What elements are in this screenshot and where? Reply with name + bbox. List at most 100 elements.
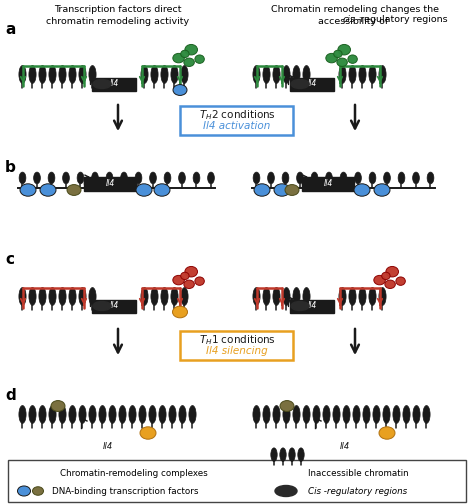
Ellipse shape [149, 406, 156, 423]
Ellipse shape [40, 184, 56, 196]
Ellipse shape [195, 55, 204, 64]
Ellipse shape [263, 406, 270, 423]
Ellipse shape [193, 172, 200, 184]
Ellipse shape [369, 172, 376, 184]
Ellipse shape [273, 287, 280, 305]
Ellipse shape [253, 66, 260, 83]
FancyBboxPatch shape [181, 331, 293, 359]
Ellipse shape [141, 66, 148, 83]
Ellipse shape [337, 58, 347, 67]
Ellipse shape [253, 172, 260, 184]
Ellipse shape [326, 172, 332, 184]
Ellipse shape [280, 448, 286, 462]
Text: d: d [5, 388, 16, 403]
Ellipse shape [139, 406, 146, 423]
Text: Il4: Il4 [109, 301, 118, 310]
Ellipse shape [343, 406, 350, 423]
Ellipse shape [291, 80, 309, 89]
Ellipse shape [289, 448, 295, 462]
Ellipse shape [49, 406, 56, 423]
Ellipse shape [93, 301, 111, 310]
Ellipse shape [333, 406, 340, 423]
Ellipse shape [385, 280, 395, 288]
Ellipse shape [171, 66, 178, 83]
Ellipse shape [273, 406, 280, 423]
Ellipse shape [59, 406, 66, 423]
Ellipse shape [379, 66, 386, 83]
Ellipse shape [181, 272, 189, 280]
Ellipse shape [285, 184, 299, 196]
Ellipse shape [340, 172, 347, 184]
Text: a: a [5, 22, 15, 37]
Ellipse shape [398, 172, 405, 184]
Ellipse shape [379, 287, 386, 305]
Ellipse shape [274, 184, 290, 196]
Ellipse shape [363, 406, 370, 423]
Text: Inaccessible chromatin: Inaccessible chromatin [308, 469, 409, 477]
Ellipse shape [19, 66, 26, 83]
Ellipse shape [169, 406, 176, 423]
Ellipse shape [33, 487, 44, 495]
Ellipse shape [273, 66, 280, 83]
Ellipse shape [311, 172, 318, 184]
Ellipse shape [208, 172, 214, 184]
Ellipse shape [359, 66, 366, 83]
Ellipse shape [40, 474, 46, 479]
Ellipse shape [427, 172, 434, 184]
Ellipse shape [413, 172, 419, 184]
Ellipse shape [18, 486, 30, 496]
Ellipse shape [383, 406, 390, 423]
Ellipse shape [41, 467, 48, 472]
Ellipse shape [59, 287, 66, 305]
Text: Il4: Il4 [307, 301, 317, 310]
Ellipse shape [413, 406, 420, 423]
Ellipse shape [20, 184, 36, 196]
Ellipse shape [39, 406, 46, 423]
Text: c: c [5, 252, 14, 267]
Text: $T_H$1 conditions: $T_H$1 conditions [199, 334, 275, 347]
Ellipse shape [374, 184, 390, 196]
Ellipse shape [99, 406, 106, 423]
Ellipse shape [313, 406, 320, 423]
Ellipse shape [19, 406, 26, 423]
Ellipse shape [164, 172, 171, 184]
Ellipse shape [171, 287, 178, 305]
Ellipse shape [181, 50, 189, 57]
Ellipse shape [46, 472, 52, 477]
Ellipse shape [39, 66, 46, 83]
Ellipse shape [253, 406, 260, 423]
Ellipse shape [195, 277, 204, 285]
Ellipse shape [382, 272, 390, 280]
Ellipse shape [189, 406, 196, 423]
Text: DNA-binding transcription factors: DNA-binding transcription factors [52, 486, 199, 495]
Ellipse shape [423, 406, 430, 423]
Ellipse shape [354, 184, 370, 196]
Text: Chromatin remodeling changes the
accessibility of: Chromatin remodeling changes the accessi… [271, 5, 439, 26]
Text: Chromatin-remodeling complexes: Chromatin-remodeling complexes [60, 469, 208, 477]
Ellipse shape [173, 306, 188, 318]
Text: Il4: Il4 [307, 80, 317, 89]
Ellipse shape [49, 66, 56, 83]
Bar [290, 78, 334, 91]
Text: -regulatory regions: -regulatory regions [357, 16, 447, 25]
Ellipse shape [173, 275, 184, 285]
Ellipse shape [34, 472, 41, 477]
Ellipse shape [291, 301, 309, 310]
Ellipse shape [374, 275, 385, 285]
Ellipse shape [129, 406, 136, 423]
Ellipse shape [173, 85, 187, 95]
Ellipse shape [63, 172, 69, 184]
Ellipse shape [181, 66, 188, 83]
Ellipse shape [79, 287, 86, 305]
Ellipse shape [79, 406, 86, 423]
Bar [84, 177, 136, 191]
Ellipse shape [39, 287, 46, 305]
Ellipse shape [185, 44, 198, 55]
Ellipse shape [297, 172, 303, 184]
Ellipse shape [339, 287, 346, 305]
Ellipse shape [151, 287, 158, 305]
Ellipse shape [293, 287, 300, 305]
Text: Cis -regulatory regions: Cis -regulatory regions [308, 486, 407, 495]
Ellipse shape [298, 448, 304, 462]
Ellipse shape [91, 172, 99, 184]
